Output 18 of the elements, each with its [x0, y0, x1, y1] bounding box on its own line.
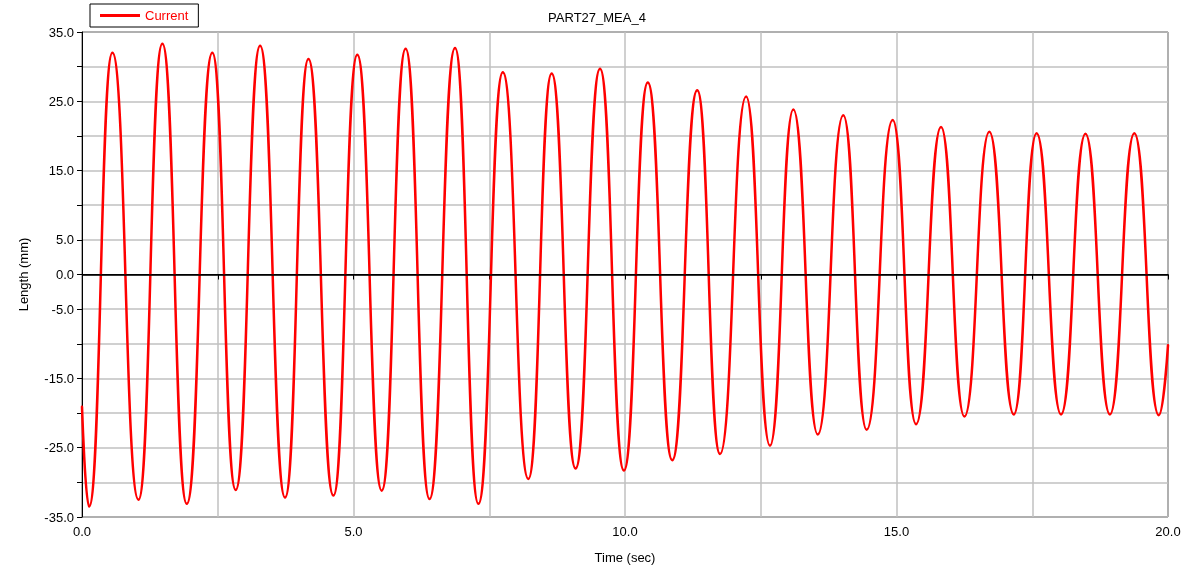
x-axis-title: Time (sec)	[594, 550, 656, 565]
y-tick-label: 0.0	[55, 267, 74, 282]
chart-title: PART27_MEA_4	[548, 10, 646, 25]
y-tick-label: -35.0	[44, 509, 74, 525]
x-tick-label: 10.0	[612, 524, 638, 539]
y-tick-label: 35.0	[48, 24, 74, 40]
x-tick-label: 5.0	[344, 524, 363, 539]
y-axis-title: Length (mm)	[16, 237, 31, 312]
y-tick-label: -5.0	[51, 301, 74, 317]
y-tick-label: 15.0	[48, 163, 74, 179]
y-tick-label: -25.0	[44, 440, 74, 456]
x-tick-label: 0.0	[72, 524, 92, 539]
x-tick-label: 20.0	[1155, 524, 1181, 539]
y-tick-label: 25.0	[48, 93, 74, 109]
y-tick-label: -15.0	[44, 370, 74, 386]
y-tick-label: 5.0	[55, 232, 74, 248]
x-tick-label: 15.0	[883, 524, 910, 539]
legend-label: Current	[145, 8, 189, 23]
